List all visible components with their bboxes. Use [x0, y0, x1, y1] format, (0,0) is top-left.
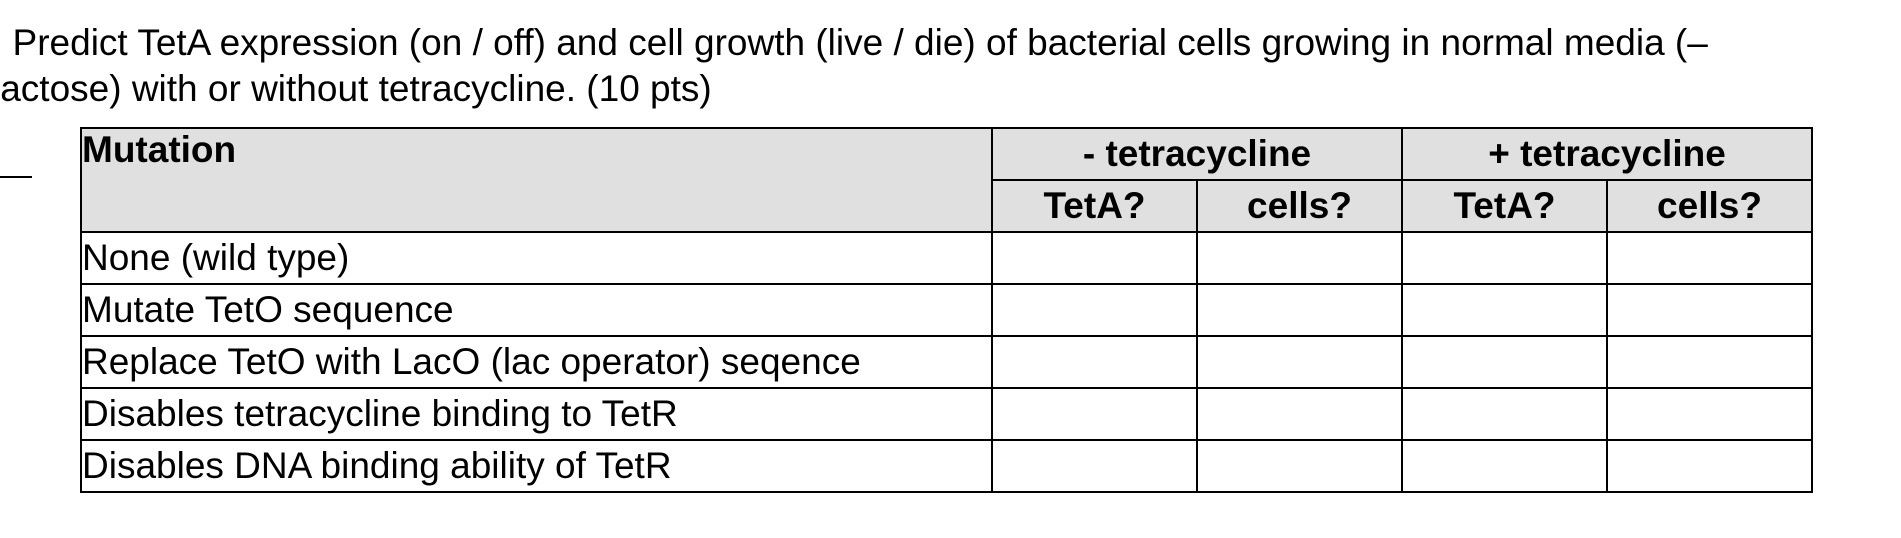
answer-cell-minus-teta[interactable]: [991, 439, 1198, 493]
answer-cell-minus-cells[interactable]: [1196, 387, 1403, 441]
row-label: Mutate TetO sequence: [80, 283, 993, 337]
answer-cell-minus-cells[interactable]: [1196, 231, 1403, 285]
minus-tetracycline-header: - tetracycline: [991, 127, 1403, 181]
minus-teta-header: TetA?: [991, 179, 1198, 233]
table-header-row: Mutation - tetracycline + tetracycline: [80, 127, 1813, 233]
answer-cell-minus-cells[interactable]: [1196, 283, 1403, 337]
answer-cell-plus-teta[interactable]: [1401, 335, 1608, 389]
answer-cell-plus-teta[interactable]: [1401, 283, 1608, 337]
answer-cell-plus-teta[interactable]: [1401, 387, 1608, 441]
answer-cell-plus-teta[interactable]: [1401, 231, 1608, 285]
answer-cell-minus-cells[interactable]: [1196, 335, 1403, 389]
answer-blank-line: [0, 176, 32, 178]
minus-cells-header: cells?: [1196, 179, 1403, 233]
answer-cell-minus-teta[interactable]: [991, 231, 1198, 285]
row-label: None (wild type): [80, 231, 993, 285]
row-label: Disables DNA binding ability of TetR: [80, 439, 993, 493]
answer-cell-minus-teta[interactable]: [991, 335, 1198, 389]
answer-cell-minus-cells[interactable]: [1196, 439, 1403, 493]
mutation-prediction-table: Mutation - tetracycline + tetracycline T…: [80, 127, 1813, 493]
question-text: . Predict TetA expression (on / off) and…: [0, 20, 1897, 112]
answer-cell-minus-teta[interactable]: [991, 387, 1198, 441]
plus-tetracycline-header: + tetracycline: [1401, 127, 1813, 181]
table-row: Disables tetracycline binding to TetR: [80, 387, 1813, 441]
question-line-2: lactose) with or without tetracycline. (…: [0, 68, 712, 109]
row-label: Disables tetracycline binding to TetR: [80, 387, 993, 441]
table-row: Disables DNA binding ability of TetR: [80, 439, 1813, 493]
plus-teta-header: TetA?: [1401, 179, 1608, 233]
row-label: Replace TetO with LacO (lac operator) se…: [80, 335, 993, 389]
table-subheader-row: TetA? cells? TetA? cells?: [81, 179, 1813, 233]
answer-cell-minus-teta[interactable]: [991, 283, 1198, 337]
question-line-1: . Predict TetA expression (on / off) and…: [0, 22, 1708, 63]
mutation-column-header: Mutation: [80, 127, 993, 233]
answer-cell-plus-cells[interactable]: [1606, 231, 1813, 285]
plus-cells-header: cells?: [1606, 179, 1813, 233]
table-row: None (wild type): [80, 231, 1813, 285]
answer-cell-plus-cells[interactable]: [1606, 283, 1813, 337]
table-row: Mutate TetO sequence: [80, 283, 1813, 337]
answer-cell-plus-cells[interactable]: [1606, 335, 1813, 389]
answer-cell-plus-teta[interactable]: [1401, 439, 1608, 493]
answer-cell-plus-cells[interactable]: [1606, 439, 1813, 493]
table-row: Replace TetO with LacO (lac operator) se…: [80, 335, 1813, 389]
answer-cell-plus-cells[interactable]: [1606, 387, 1813, 441]
